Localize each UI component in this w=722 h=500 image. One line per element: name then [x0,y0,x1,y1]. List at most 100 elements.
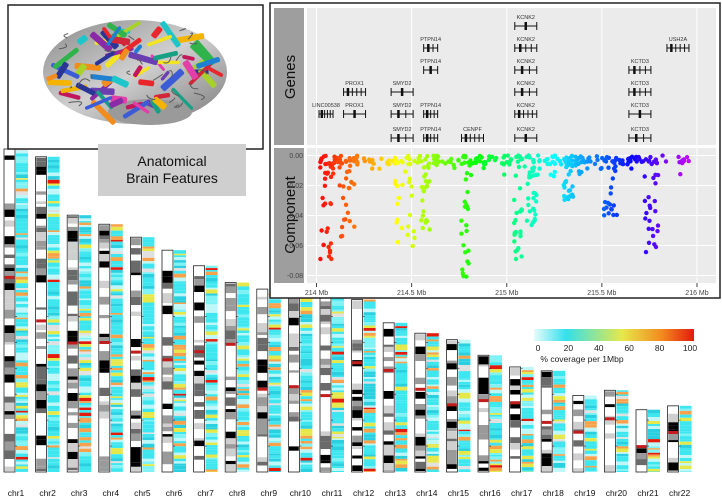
component-point [606,165,611,170]
coverage-bin [174,302,186,305]
cytoband [67,363,78,369]
component-point [647,203,652,208]
coverage-bin [110,426,123,430]
coverage-bin [110,454,123,458]
cytoband [447,438,457,442]
coverage-bin [584,399,597,402]
coverage-bin [300,466,313,469]
coverage-bin [458,367,471,371]
coverage-bin [426,361,439,366]
cytoband [99,343,110,351]
component-point [328,201,334,207]
cytoband [4,290,15,298]
cytoband [162,397,173,402]
coverage-bin [110,406,123,409]
coverage-bin [237,358,250,361]
coverage-bin [268,458,281,462]
component-point [481,165,486,171]
coverage-bin [79,277,92,281]
coverage-bin [332,387,344,391]
legend-colorbar [534,329,694,341]
cytoband [636,427,647,434]
component-point [330,166,336,171]
cytoband [320,321,331,325]
cytoband [605,419,615,425]
coverage-bin [300,386,313,391]
coverage-bin [174,413,186,416]
coverage-bin [395,376,408,380]
coverage-bin [47,244,60,248]
coverage-bin [395,471,408,472]
cytoband [162,276,173,283]
coverage-bin [426,423,439,428]
coverage-bin [16,410,28,413]
component-point [324,229,329,234]
coverage-bin [110,334,123,339]
coverage-bin [205,454,218,458]
cytoband [541,387,552,396]
coverage-bin [616,456,629,460]
coverage-bin [47,399,60,403]
coverage-bin [395,352,408,355]
component-point [629,154,635,159]
cytoband [4,217,15,221]
cytoband [320,364,331,368]
gene-model: KCTD3 [628,59,652,74]
cytoband [383,444,394,450]
component-point [456,158,461,163]
cytoband [4,466,15,471]
coverage-bin [174,452,186,456]
cytoband [320,368,331,376]
coverage-bin [332,450,344,453]
coverage-bin [268,415,281,418]
coverage-bin [237,450,250,453]
coverage-bin [616,428,629,432]
coverage-bin [237,297,250,300]
coverage-bin [47,288,60,292]
cytoband [194,440,204,447]
coverage-bin [237,422,250,426]
coverage-bin [47,384,60,388]
cytoband [383,338,394,345]
coverage-bin [110,254,123,258]
coverage-bin [205,429,218,433]
coverage-bin [237,317,250,321]
cytoband [225,325,236,331]
coverage-bin [616,425,629,429]
coverage-bin [332,379,344,383]
coverage-bin [110,461,123,464]
coverage-bin [79,294,92,297]
coverage-bin [16,438,28,441]
coverage-bin [16,375,28,379]
coverage-bin [47,168,60,173]
coverage-bin [458,423,471,427]
cytoband [352,329,362,337]
coverage-bin [205,447,218,450]
brain-region [89,31,113,53]
cytoband [4,433,15,442]
coverage-bin [174,371,186,375]
coverage-bin [300,403,313,407]
coverage-bin [237,411,250,414]
cytoband [478,461,489,464]
component-point [513,256,519,262]
cytoband [36,330,46,333]
brain-sulcus [128,35,135,41]
cytoband [605,465,615,470]
cytoband [99,242,110,249]
brain-region [153,50,179,61]
coverage-bin [205,295,218,298]
coverage-bin [205,346,218,349]
coverage-bin [553,423,566,428]
coverage-bin [110,468,123,472]
component-point [617,157,622,163]
coverage-bin [110,356,123,360]
cytoband [36,363,46,367]
coverage-bin [110,301,123,304]
cytoband [383,387,394,392]
gene-label: KCTD3 [631,59,649,65]
coverage-bin [268,384,281,387]
brain-caption-line2: Brain Features [126,170,218,186]
coverage-bin [395,396,408,401]
cytoband [162,322,173,331]
